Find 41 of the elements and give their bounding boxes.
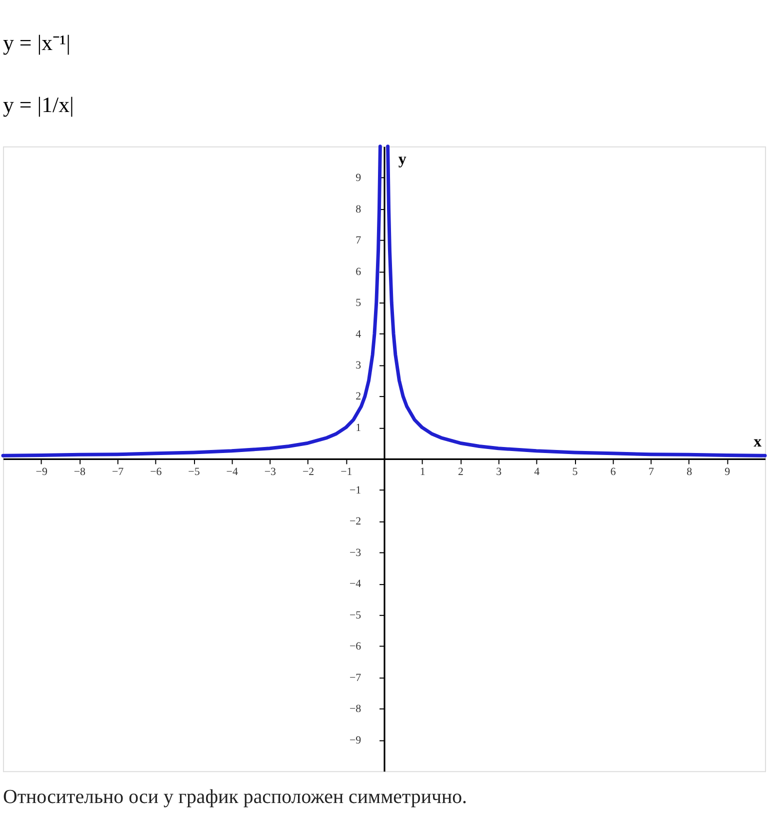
x-tick-label: −7 bbox=[112, 466, 124, 478]
x-tick-label: 4 bbox=[534, 466, 540, 478]
y-tick-label: 9 bbox=[356, 172, 362, 184]
y-tick-label: −3 bbox=[349, 546, 362, 559]
y-tick-label: −8 bbox=[349, 703, 362, 716]
y-tick-label: 3 bbox=[356, 359, 362, 372]
y-tick-label: 8 bbox=[356, 203, 362, 216]
y-tick-label: 5 bbox=[356, 297, 362, 310]
x-tick-label: 7 bbox=[648, 466, 654, 478]
x-tick-label: −1 bbox=[340, 466, 352, 478]
y-tick-label: −7 bbox=[349, 672, 362, 684]
y-tick-label: 7 bbox=[356, 234, 362, 247]
y-tick-label: −5 bbox=[349, 609, 362, 622]
y-tick-label: 6 bbox=[356, 266, 362, 278]
y-tick-label: −4 bbox=[349, 578, 362, 590]
x-tick-label: −2 bbox=[302, 466, 314, 478]
x-tick-label: −6 bbox=[150, 466, 162, 478]
x-tick-label: 3 bbox=[496, 466, 502, 478]
x-tick-label: −8 bbox=[74, 466, 86, 478]
y-tick-label: 1 bbox=[356, 422, 362, 434]
x-axis-title: x bbox=[754, 433, 762, 450]
x-tick-label: 5 bbox=[572, 466, 578, 478]
chart-subtitle: y = |1/x| bbox=[2, 92, 74, 117]
y-tick-label: 4 bbox=[356, 328, 362, 340]
x-tick-label: 8 bbox=[686, 466, 693, 478]
x-tick-label: −3 bbox=[264, 466, 277, 478]
y-tick-label: −2 bbox=[349, 516, 362, 528]
x-tick-label: 2 bbox=[458, 466, 464, 478]
x-tick-label: 6 bbox=[610, 466, 616, 478]
chart-title: y = |x⁻¹| bbox=[2, 31, 70, 56]
x-tick-label: −4 bbox=[226, 466, 238, 478]
x-tick-label: 1 bbox=[420, 466, 426, 478]
text: Относительно оси y график расположен симметрично. bbox=[2, 786, 468, 808]
y-tick-label: −6 bbox=[349, 640, 362, 653]
y-axis-title: y bbox=[398, 150, 406, 168]
x-tick-label: −9 bbox=[36, 466, 48, 478]
x-tick-label: 9 bbox=[724, 466, 731, 478]
y-tick-label: −1 bbox=[349, 484, 362, 496]
x-tick-label: −5 bbox=[188, 466, 200, 478]
y-tick-label: 2 bbox=[356, 390, 362, 403]
y-tick-label: −9 bbox=[349, 734, 362, 746]
